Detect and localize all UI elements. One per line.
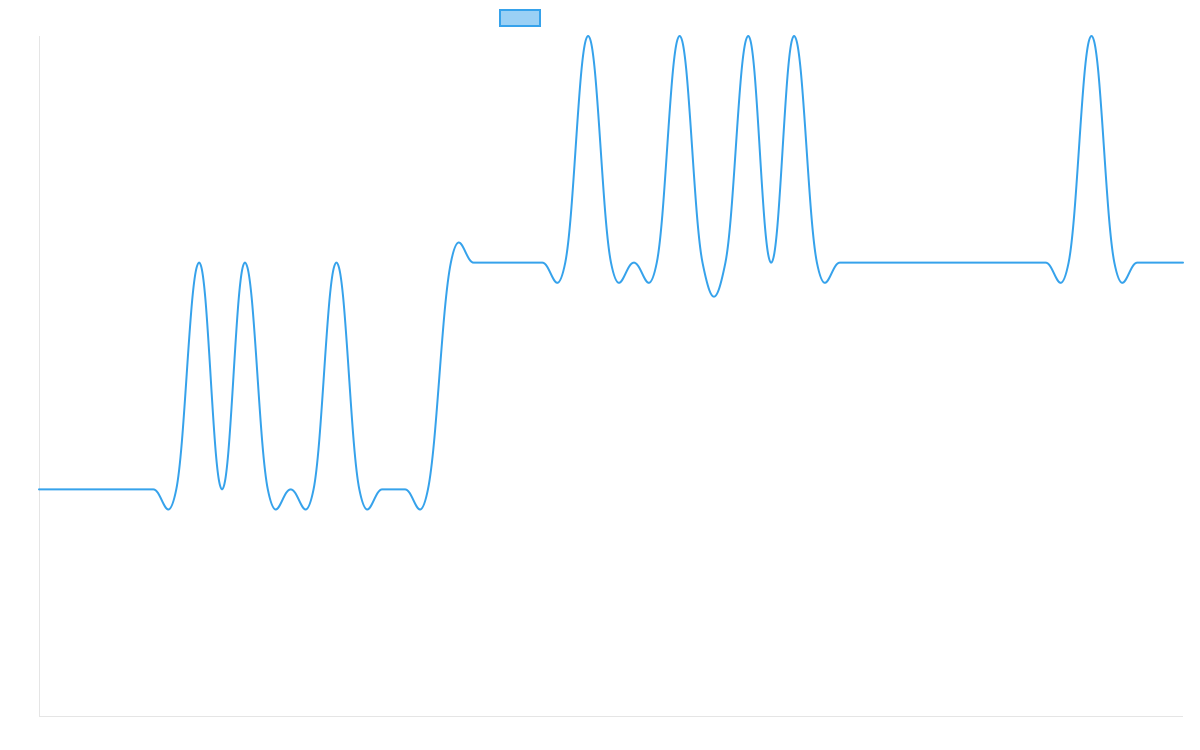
data-point[interactable] [883,260,889,266]
data-point[interactable] [128,486,134,492]
data-point[interactable] [1088,33,1094,39]
data-point[interactable] [59,486,65,492]
series-layer [36,33,1186,511]
data-point[interactable] [173,486,179,492]
data-point[interactable] [768,260,774,266]
data-point[interactable] [425,486,431,492]
data-point[interactable] [905,260,911,266]
data-point[interactable] [951,260,957,266]
data-point[interactable] [150,486,156,492]
data-point[interactable] [928,260,934,266]
data-point[interactable] [265,486,271,492]
data-point[interactable] [1157,260,1163,266]
data-point[interactable] [1020,260,1026,266]
data-point[interactable] [700,260,706,266]
data-point[interactable] [105,486,111,492]
data-point[interactable] [791,33,797,39]
data-point[interactable] [494,260,500,266]
data-point[interactable] [242,260,248,266]
data-point[interactable] [608,260,614,266]
data-point[interactable] [677,33,683,39]
data-point[interactable] [36,486,42,492]
data-point[interactable] [82,486,88,492]
data-point[interactable] [1111,260,1117,266]
data-point[interactable] [997,260,1003,266]
data-point[interactable] [1134,260,1140,266]
data-point[interactable] [585,33,591,39]
data-point[interactable] [402,486,408,492]
data-point[interactable] [448,260,454,266]
data-point[interactable] [288,486,294,492]
data-point[interactable] [1180,260,1186,266]
data-point[interactable] [654,260,660,266]
data-point[interactable] [722,260,728,266]
data-point[interactable] [974,260,980,266]
legend[interactable] [499,9,541,27]
data-point[interactable] [539,260,545,266]
data-point[interactable] [745,33,751,39]
data-point[interactable] [631,260,637,266]
data-point[interactable] [837,260,843,266]
data-point[interactable] [516,260,522,266]
data-point[interactable] [562,260,568,266]
legend-swatch-series-1[interactable] [499,9,541,27]
data-point[interactable] [196,260,202,266]
data-point[interactable] [379,486,385,492]
data-point[interactable] [1043,260,1049,266]
series-line-1[interactable] [38,35,1184,511]
data-point[interactable] [860,260,866,266]
data-point[interactable] [471,260,477,266]
data-point[interactable] [219,486,225,492]
data-point[interactable] [1066,260,1072,266]
data-point[interactable] [356,486,362,492]
data-point[interactable] [333,260,339,266]
data-point[interactable] [814,260,820,266]
data-point[interactable] [311,486,317,492]
